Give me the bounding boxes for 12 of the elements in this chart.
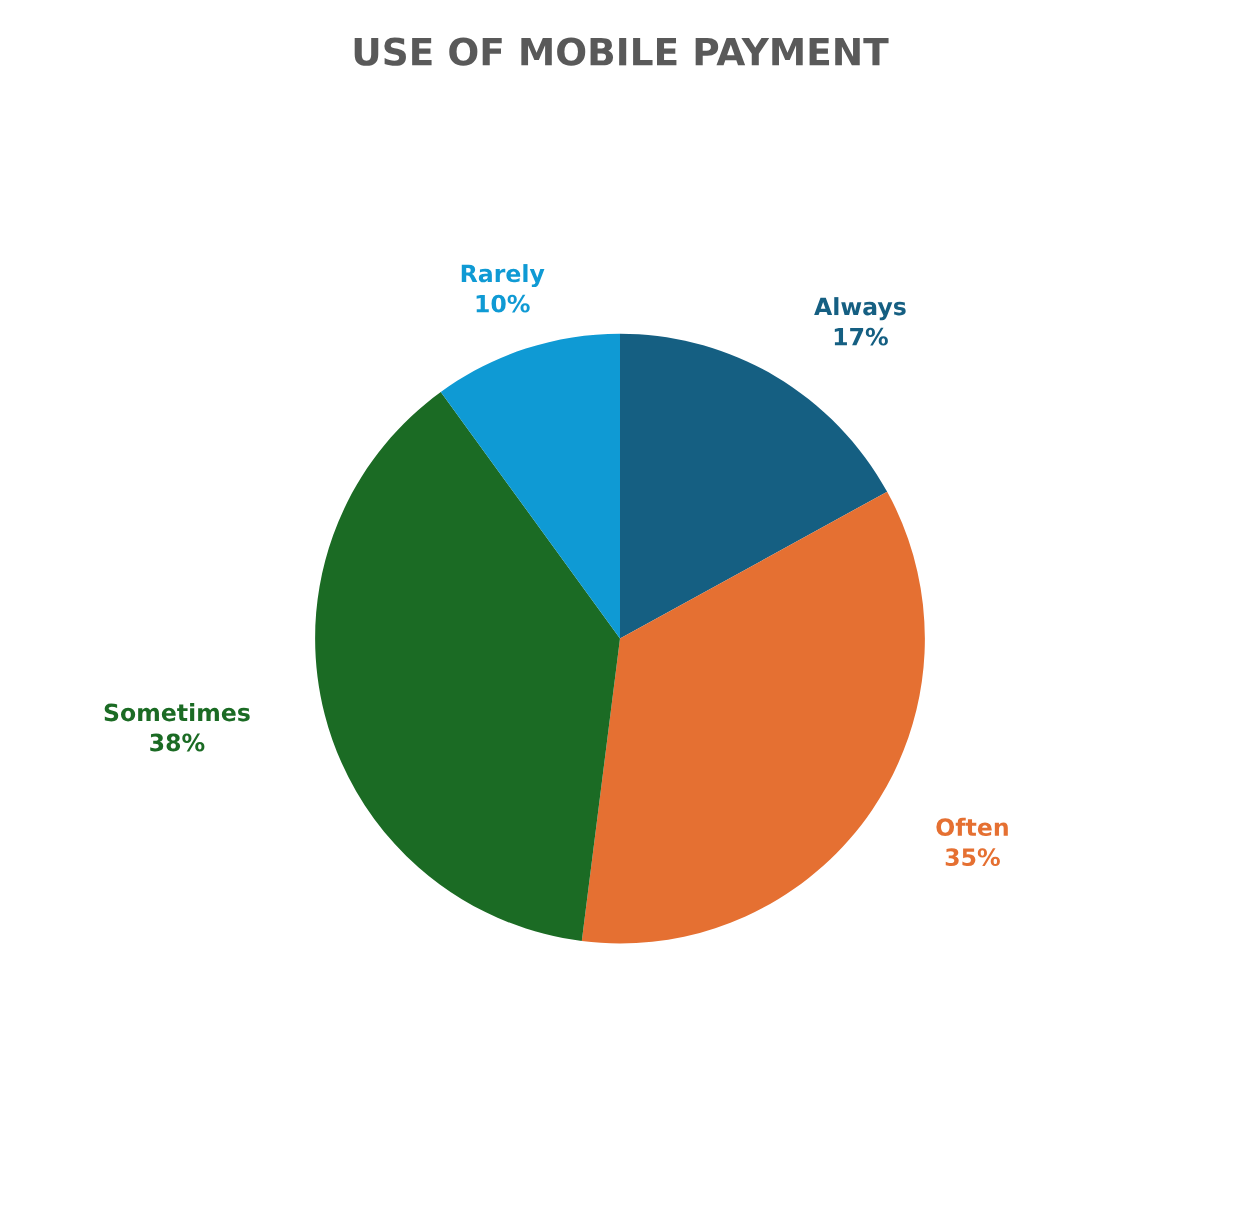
slice-label: Sometimes (104, 703, 250, 722)
data-label: 38% (150, 733, 205, 752)
pie-slice (440, 333, 620, 639)
slice-label: Rarely (461, 264, 545, 288)
data-label: 35% (945, 848, 1000, 867)
slice-label: Often (936, 817, 1008, 837)
chart-title: USE OF MOBILE PAYMENT (354, 37, 889, 66)
data-label: 10% (476, 294, 530, 313)
slice-label: Always (814, 297, 906, 321)
data-label: 17% (834, 327, 888, 346)
pie-slice (581, 491, 925, 944)
pie-slice (315, 391, 620, 942)
